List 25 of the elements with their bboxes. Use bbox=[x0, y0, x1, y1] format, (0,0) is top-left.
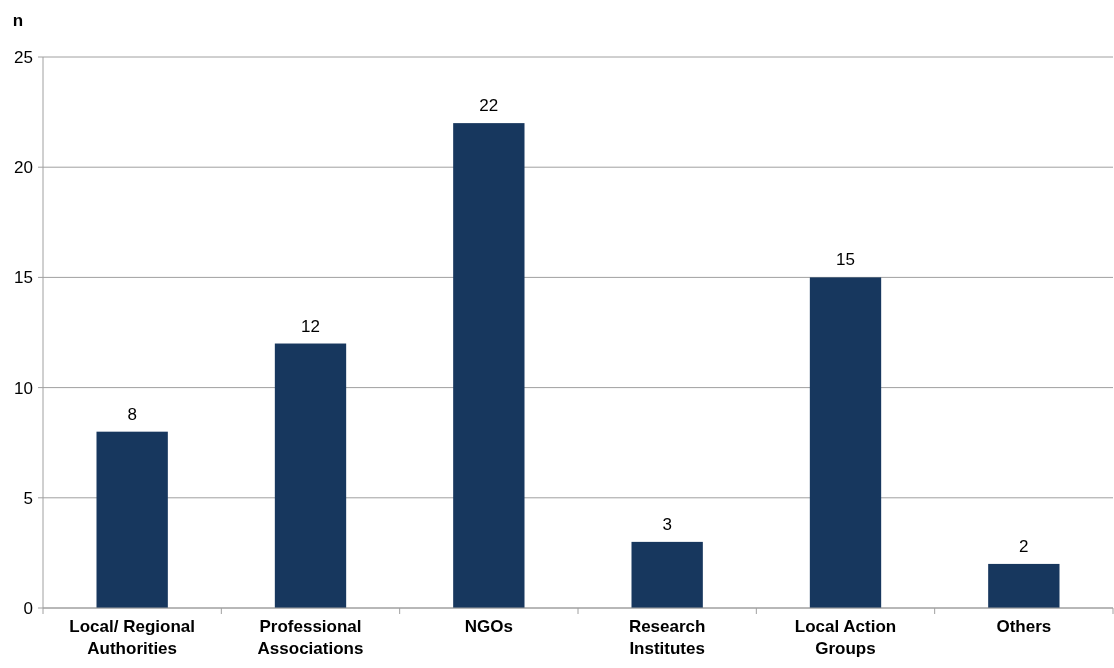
data-label: 12 bbox=[301, 316, 320, 336]
y-tick-label: 15 bbox=[14, 268, 33, 288]
data-label: 22 bbox=[479, 96, 499, 116]
data-label: 8 bbox=[127, 404, 137, 424]
data-label: 15 bbox=[836, 250, 855, 270]
bar bbox=[988, 563, 1060, 608]
bar bbox=[631, 541, 703, 608]
y-axis-title: n bbox=[12, 11, 24, 30]
y-tick-label: 20 bbox=[14, 158, 33, 178]
x-tick-label: Local Action Groups bbox=[794, 617, 897, 658]
y-tick-label: 0 bbox=[23, 598, 33, 618]
data-label: 3 bbox=[662, 514, 672, 534]
y-tick-label: 10 bbox=[14, 378, 33, 398]
bar bbox=[274, 343, 347, 608]
data-label: 2 bbox=[1019, 536, 1029, 556]
x-tick-label: Others bbox=[996, 617, 1052, 636]
x-tick-label: Research Institutes bbox=[628, 617, 706, 658]
x-tick-label: Local/ Regional Authorities bbox=[69, 617, 195, 658]
bar bbox=[96, 431, 168, 608]
bar bbox=[809, 277, 882, 608]
x-tick-label: NGOs bbox=[464, 617, 513, 636]
bar bbox=[453, 123, 525, 608]
y-tick-label: 5 bbox=[23, 488, 33, 508]
y-tick-label: 25 bbox=[14, 47, 33, 67]
x-tick-label: Professional Associations bbox=[257, 617, 364, 658]
